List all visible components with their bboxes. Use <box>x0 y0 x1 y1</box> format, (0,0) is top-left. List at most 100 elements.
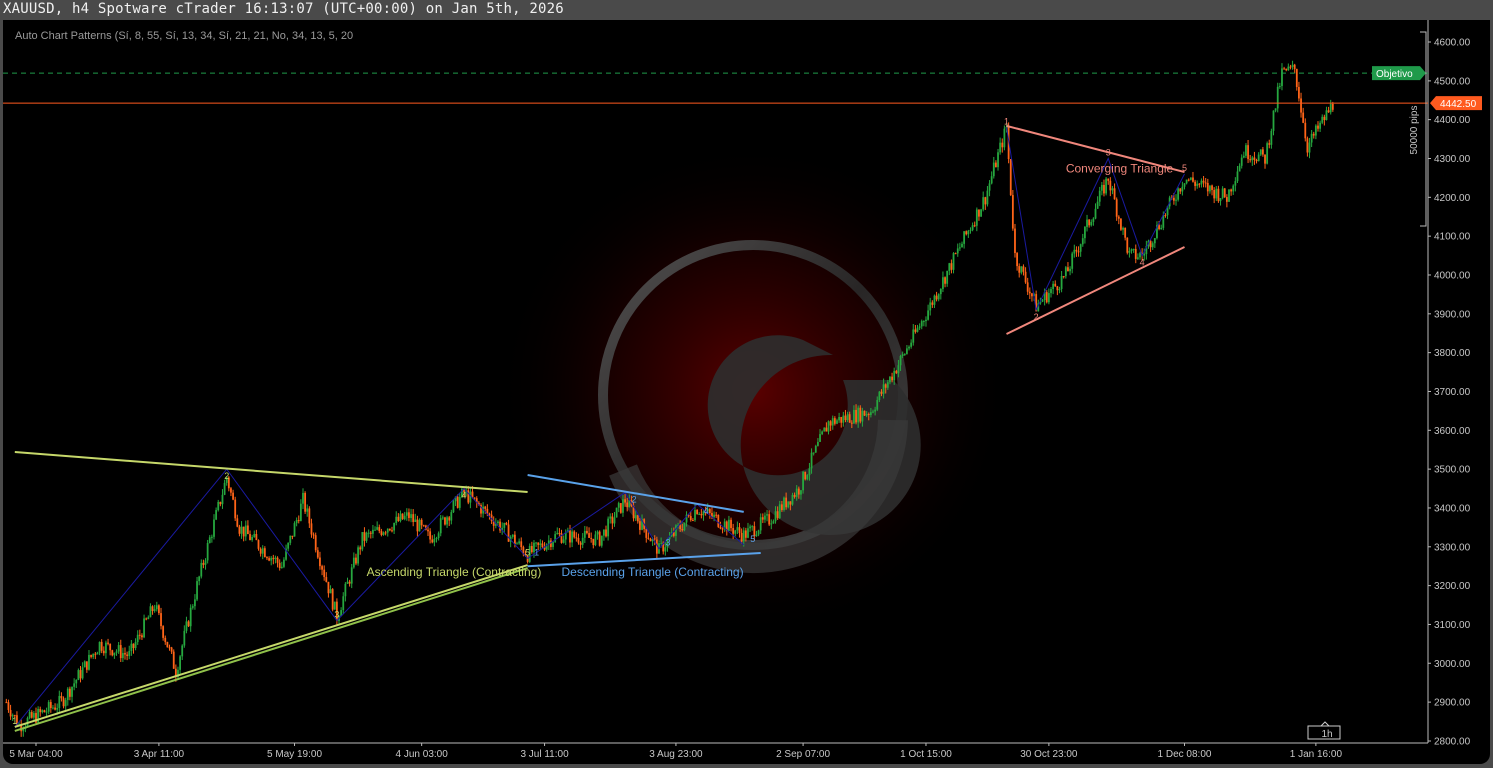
candle-body <box>299 503 302 521</box>
candle-body <box>518 541 521 544</box>
candle-body <box>554 534 557 542</box>
candle-body <box>708 509 711 514</box>
candle-body <box>825 427 828 432</box>
candle-body <box>1257 154 1260 162</box>
price-chart[interactable]: 1 2 3 4 5 Ascending Triangle (Contracting) 1 2 3… <box>3 20 1490 764</box>
pattern-upper-line[interactable] <box>527 473 744 513</box>
candle-body <box>624 499 626 503</box>
candle-body <box>1308 142 1311 153</box>
candle-body <box>467 490 470 503</box>
candle-body <box>995 162 997 168</box>
candle-body <box>488 513 491 515</box>
price-tick-label: 4000.00 <box>1434 270 1471 281</box>
candle-body <box>1232 185 1235 192</box>
candle-body <box>1028 291 1031 294</box>
candle-body <box>435 538 438 540</box>
candle-body <box>802 471 804 491</box>
candle-body <box>573 531 576 538</box>
candle-body <box>751 526 754 528</box>
candle-body <box>1327 110 1330 113</box>
candle-body <box>456 496 459 508</box>
candle-body <box>906 348 908 354</box>
candle-body <box>480 504 482 514</box>
candle-body <box>1009 159 1012 196</box>
candle-body <box>266 557 268 559</box>
pattern-converging[interactable]: 1 2 3 4 5 Converging Triangle <box>1004 116 1187 335</box>
candle-body <box>1264 154 1266 164</box>
pattern-lower-line[interactable] <box>527 552 761 568</box>
candle-body <box>490 514 493 521</box>
pattern-pivot-label: 4 <box>704 506 709 516</box>
candle-body <box>889 376 891 383</box>
chart-area[interactable]: Auto Chart Patterns (Sí, 8, 55, Sí, 13, … <box>3 20 1490 764</box>
candle-body <box>458 497 461 508</box>
candle-body <box>594 534 597 546</box>
candle-body <box>433 538 436 543</box>
candle-body <box>717 514 720 527</box>
candle-body <box>329 589 332 594</box>
candle-body <box>1139 253 1141 258</box>
candle-body <box>185 621 188 631</box>
candle-body <box>1011 195 1014 229</box>
candle-body <box>363 532 366 541</box>
candle-body <box>461 488 463 498</box>
time-tick-label: 3 Apr 11:00 <box>134 749 185 760</box>
candle-body <box>437 533 440 539</box>
timeframe-button[interactable]: 1h <box>1307 721 1341 740</box>
candle-body <box>66 688 69 701</box>
pattern-ascending[interactable]: 1 2 3 4 5 Ascending Triangle (Contracting) <box>12 451 542 732</box>
pattern-label: Ascending Triangle (Contracting) <box>367 565 542 579</box>
candle-body <box>823 427 826 432</box>
candle-body <box>1022 266 1025 272</box>
candle-body <box>217 501 220 511</box>
pattern-lower-line[interactable] <box>14 564 528 728</box>
candle-body <box>647 537 650 539</box>
candle-body <box>420 519 423 526</box>
candle-body <box>41 710 44 713</box>
candle-body <box>98 641 101 653</box>
candle-body <box>897 365 900 374</box>
pattern-upper-line[interactable] <box>14 451 528 494</box>
candle-body <box>929 302 932 311</box>
pattern-upper-line[interactable] <box>1006 124 1185 174</box>
candle-body <box>766 514 768 516</box>
candle-body <box>37 708 40 723</box>
candle-body <box>683 522 686 531</box>
indicator-label: Auto Chart Patterns (Sí, 8, 55, Sí, 13, … <box>15 30 354 42</box>
timeframe-label[interactable]: 1h <box>1321 729 1332 740</box>
candle-body <box>1189 177 1192 180</box>
candle-body <box>636 515 639 522</box>
candle-body <box>1173 197 1175 201</box>
pattern-pivot-label: 1 <box>12 716 17 726</box>
candle-body <box>530 546 533 553</box>
candle-body <box>931 302 934 305</box>
chevron-up-icon[interactable] <box>1320 721 1330 727</box>
candle-body <box>1215 188 1218 199</box>
candle-body <box>859 407 862 422</box>
candle-body <box>160 613 162 627</box>
candle-body <box>1329 103 1332 113</box>
candle-body <box>730 519 732 529</box>
candle-body <box>827 421 830 432</box>
candle-body <box>944 277 946 284</box>
candle-body <box>571 531 574 543</box>
candle-body <box>1306 138 1309 153</box>
pattern-lower-line[interactable] <box>1006 246 1185 335</box>
price-tick-label: 2800.00 <box>1434 736 1471 747</box>
timeframe-button-box[interactable] <box>1307 725 1341 740</box>
candle-body <box>1037 303 1040 312</box>
candle-body <box>545 544 548 550</box>
pattern-lower-line-alt[interactable] <box>14 567 528 732</box>
price-tick-label: 4200.00 <box>1434 193 1471 204</box>
candle-body <box>588 533 590 538</box>
pattern-descending[interactable]: 1 2 3 4 5 Descending Triangle (Contracting) <box>527 473 761 579</box>
candle-body <box>1098 190 1101 202</box>
candle-body <box>206 543 209 561</box>
candle-body <box>1016 253 1018 267</box>
candle-body <box>247 525 249 535</box>
candle-body <box>69 688 71 697</box>
candle-body <box>174 668 177 677</box>
candle-body <box>768 514 771 525</box>
candle-body <box>876 400 879 410</box>
candle-body <box>427 529 429 532</box>
